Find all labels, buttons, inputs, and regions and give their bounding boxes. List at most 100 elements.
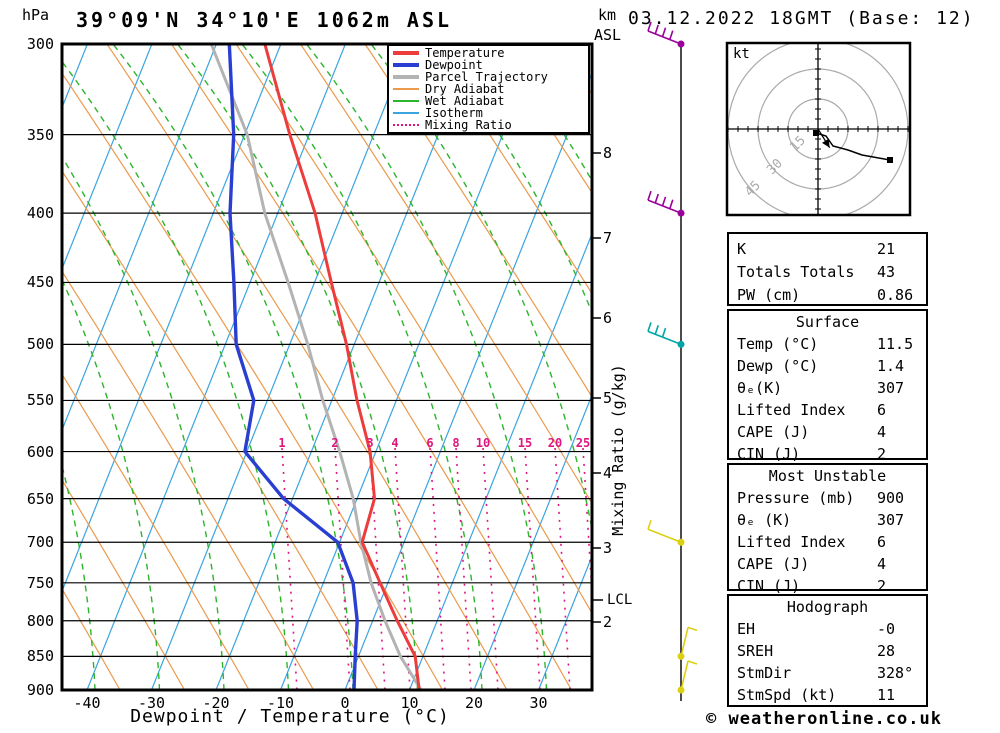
temperature-line-swatch (393, 51, 419, 55)
page-title: 39°09'N 34°10'E 1062m ASL (76, 8, 453, 32)
table-row: CAPE (J) 4 (729, 421, 926, 443)
temperature-trace (263, 44, 421, 690)
isotherm-line (86, 44, 346, 690)
dry-adiabat-line (62, 478, 186, 690)
table-row: Totals Totals 43 (729, 260, 926, 283)
table-row: Dewp (°C) 1.4 (729, 355, 926, 377)
row-label: Dewp (°C) (737, 357, 819, 375)
wet-adiabat-line (62, 60, 290, 690)
row-label: EH (737, 620, 756, 638)
row-value: 0.86 (877, 285, 914, 304)
parcel-line-swatch (393, 75, 419, 79)
legend-label: Dewpoint (425, 58, 483, 72)
pressure-tick-label: 900 (26, 681, 54, 699)
wet-adiabat-line (62, 155, 225, 690)
dewpoint-trace (227, 44, 359, 690)
dry-adiabat-line (62, 72, 444, 690)
run-datetime: 03.12.2022 18GMT (Base: 12) (628, 8, 975, 29)
table-row: StmDir 328° (729, 662, 926, 684)
dry-adiabat-line (62, 170, 379, 690)
dry-adiabat-line (364, 44, 592, 399)
mixing-ratio-value-label: 20 (547, 436, 563, 450)
row-label: CIN (J) (737, 445, 801, 463)
table-row: Temp (°C) 11.5 (729, 333, 926, 355)
legend-row-isotherm: Isotherm (393, 107, 588, 119)
mixing-ratio-value-label: 25 (575, 436, 591, 450)
pressure-tick-label: 300 (26, 35, 54, 53)
hodograph-trace (815, 132, 891, 161)
wind-barb-900 (677, 660, 698, 694)
mixing-ratio-value-label: 10 (475, 436, 491, 450)
isotherm-line (279, 44, 540, 690)
pressure-tick-label: 350 (26, 125, 54, 144)
dry-adiabat-line (106, 44, 508, 690)
pressure-tick-label: 700 (26, 533, 54, 552)
temperature-tick-label: -10 (266, 694, 295, 712)
table-row: CAPE (J) 4 (729, 553, 926, 575)
mixing-ratio-line (455, 447, 472, 690)
wet-adiabat-line (434, 44, 592, 315)
wind-barb-850 (677, 626, 698, 660)
mixing-ratio-line (524, 447, 541, 690)
mixing-ratio-line (482, 447, 499, 690)
km-tick-label: 4 (603, 464, 613, 482)
isotherm-line (62, 44, 153, 271)
row-label: PW (cm) (737, 285, 801, 304)
dry-adiabat-line (235, 44, 592, 615)
legend-label: Wet Adiabat (425, 94, 505, 108)
row-value: 28 (877, 642, 896, 660)
row-value: 4 (877, 423, 887, 441)
indices-panel: K 21 Totals Totals 43 PW (cm) 0.86 (727, 232, 928, 306)
dry-adiabat-line (62, 587, 121, 690)
lcl-tick-label: LCL (607, 592, 633, 608)
table-row: EH -0 (729, 618, 926, 640)
mixing-ratio-value-label: 15 (517, 436, 533, 450)
row-label: Totals Totals (737, 262, 855, 281)
table-row: StmSpd (kt) 11 (729, 684, 926, 706)
isotherm-line (62, 44, 217, 432)
dry-adiabat-line (62, 270, 315, 690)
row-label: Lifted Index (737, 533, 846, 551)
pressure-tick-label: 550 (26, 391, 54, 410)
most-unstable-panel: Most Unstable Pressure (mb) 900 θₑ (K) 307… (727, 463, 928, 595)
row-label: Pressure (mb) (737, 489, 855, 507)
wet-adiabat-line (241, 44, 483, 690)
legend-row-wet-adiabat: Wet Adiabat (393, 95, 588, 107)
legend-label: Temperature (425, 46, 505, 60)
row-label: CAPE (J) (737, 423, 810, 441)
height-axis-unit-km: km (598, 6, 617, 24)
hodograph-panel: Hodograph EH -0 SREH 28 StmDir 328° StmSpd … (727, 594, 928, 707)
mixing-ratio-value-label: 3 (366, 436, 374, 450)
legend-row-dewpoint: Dewpoint (393, 59, 588, 71)
pressure-tick-label: 850 (26, 647, 54, 666)
row-label: CIN (J) (737, 577, 801, 595)
wet-adiabat-line (305, 44, 548, 690)
dry-adiabat-line (429, 44, 592, 295)
km-tick-label: 8 (603, 144, 613, 162)
row-label: θₑ (K) (737, 511, 792, 529)
wind-barb-300 (647, 21, 685, 48)
temperature-tick-label: 0 (340, 694, 350, 712)
table-row: Pressure (mb) 900 (729, 487, 926, 509)
pressure-tick-label: 600 (26, 442, 54, 461)
legend-row-dry-adiabat: Dry Adiabat (393, 83, 588, 95)
km-tick-label: 2 (603, 613, 613, 631)
hodograph-border (725, 41, 912, 217)
pressure-tick-label: 650 (26, 489, 54, 508)
surface-panel: Surface Temp (°C) 11.5 Dewp (°C) 1.4 θₑ(K)… (727, 309, 928, 463)
km-tick-label: 3 (603, 539, 613, 557)
isotherm-line-swatch (393, 112, 419, 114)
row-label: Temp (°C) (737, 335, 819, 353)
row-value: 11.5 (877, 335, 914, 353)
plot-border (60, 42, 594, 692)
table-row: Lifted Index 6 (729, 531, 926, 553)
row-label: StmSpd (kt) (737, 686, 837, 704)
mixing-ratio-value-label: 2 (331, 436, 339, 450)
km-tick-label: 7 (603, 229, 613, 247)
row-label: SREH (737, 642, 774, 660)
wet-adiabat-line (176, 44, 419, 690)
pressure-tick-label: 750 (26, 573, 54, 592)
dry-adiabat-line (493, 44, 592, 194)
